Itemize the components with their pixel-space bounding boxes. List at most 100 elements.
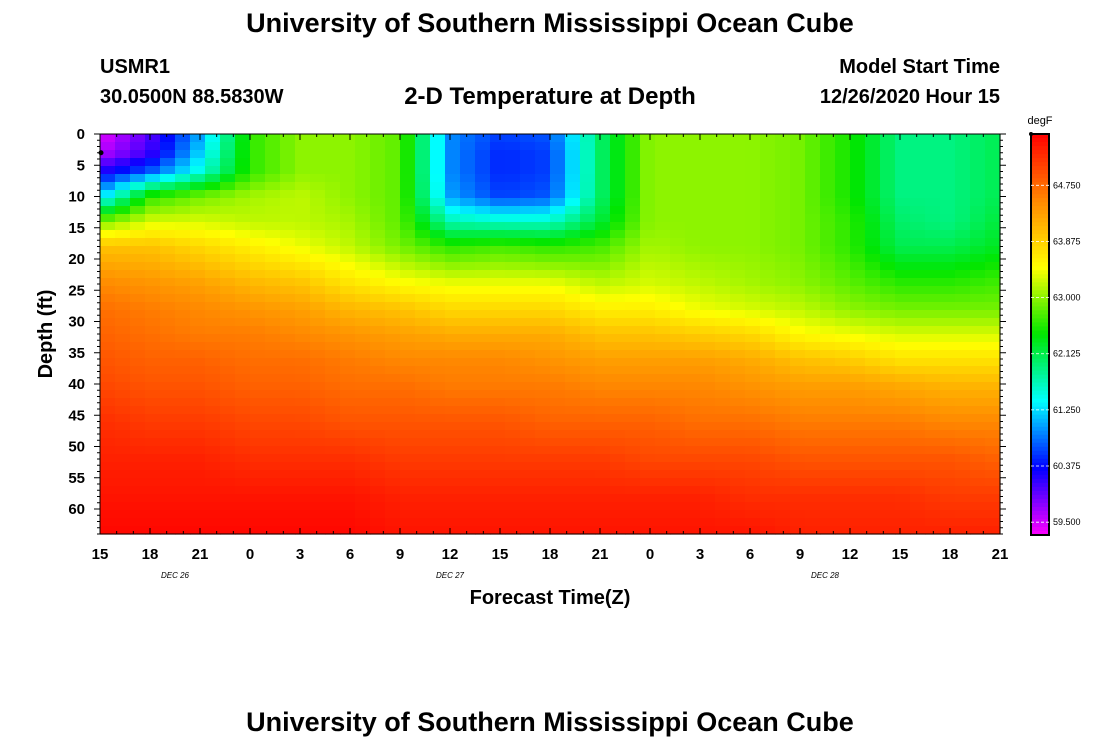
heatmap-cell xyxy=(685,294,701,303)
heatmap-cell xyxy=(700,502,716,511)
heatmap-cell xyxy=(595,382,611,391)
heatmap-cell xyxy=(685,526,701,535)
heatmap-cell xyxy=(970,478,986,487)
heatmap-cell xyxy=(325,390,341,399)
heatmap-cell xyxy=(370,166,386,175)
heatmap-cell xyxy=(820,214,836,223)
heatmap-cell xyxy=(580,166,596,175)
colorbar-segment xyxy=(1031,358,1049,364)
heatmap-cell xyxy=(955,238,971,247)
colorbar-segment xyxy=(1031,378,1049,384)
heatmap-cell xyxy=(910,326,926,335)
heatmap-cell xyxy=(640,246,656,255)
heatmap-cell xyxy=(505,294,521,303)
heatmap-cell xyxy=(895,158,911,167)
heatmap-cell xyxy=(160,518,176,527)
heatmap-cell xyxy=(610,334,626,343)
colorbar-segment xyxy=(1031,342,1049,348)
heatmap-cell xyxy=(265,414,281,423)
heatmap-cell xyxy=(820,414,836,423)
heatmap-cell xyxy=(160,270,176,279)
heatmap-cell xyxy=(130,150,146,159)
heatmap-cell xyxy=(775,238,791,247)
heatmap-cell xyxy=(370,238,386,247)
heatmap-cell xyxy=(115,166,131,175)
heatmap-cell xyxy=(205,198,221,207)
heatmap-cell xyxy=(700,374,716,383)
heatmap-cell xyxy=(745,470,761,479)
heatmap-cell xyxy=(970,166,986,175)
heatmap-cell xyxy=(415,526,431,535)
heatmap-cell xyxy=(490,334,506,343)
heatmap-cell xyxy=(520,318,536,327)
heatmap-cell xyxy=(460,326,476,335)
heatmap-cell xyxy=(850,406,866,415)
heatmap-cell xyxy=(385,198,401,207)
heatmap-cell xyxy=(775,518,791,527)
heatmap-cell xyxy=(865,246,881,255)
heatmap-cell xyxy=(835,238,851,247)
heatmap-cell xyxy=(985,238,1001,247)
heatmap-cell xyxy=(925,310,941,319)
heatmap-cell xyxy=(385,262,401,271)
heatmap-cell xyxy=(400,238,416,247)
heatmap-cell xyxy=(760,214,776,223)
heatmap-cell xyxy=(775,374,791,383)
heatmap-cell xyxy=(205,334,221,343)
heatmap-cell xyxy=(160,174,176,183)
heatmap-cell xyxy=(640,318,656,327)
heatmap-cell xyxy=(655,406,671,415)
heatmap-cell xyxy=(370,302,386,311)
heatmap-cell xyxy=(340,438,356,447)
heatmap-cell xyxy=(850,462,866,471)
heatmap-cell xyxy=(985,302,1001,311)
heatmap-cell xyxy=(460,214,476,223)
heatmap-cell xyxy=(625,182,641,191)
heatmap-cell xyxy=(535,134,551,143)
colorbar-segment xyxy=(1031,334,1049,340)
heatmap-cell xyxy=(475,134,491,143)
heatmap-cell xyxy=(955,222,971,231)
heatmap-cell xyxy=(850,286,866,295)
heatmap-cell xyxy=(280,350,296,359)
heatmap-cell xyxy=(970,414,986,423)
x-tick-label: 18 xyxy=(142,546,159,563)
heatmap-cell xyxy=(985,174,1001,183)
heatmap-cell xyxy=(580,502,596,511)
heatmap-cell xyxy=(355,462,371,471)
heatmap-cell xyxy=(475,230,491,239)
heatmap-cell xyxy=(535,446,551,455)
heatmap-cell xyxy=(640,198,656,207)
heatmap-cell xyxy=(490,166,506,175)
heatmap-cell xyxy=(115,478,131,487)
heatmap-cell xyxy=(790,526,806,535)
heatmap-cell xyxy=(235,198,251,207)
heatmap-cell xyxy=(520,366,536,375)
heatmap-cell xyxy=(520,134,536,143)
heatmap-cell xyxy=(730,494,746,503)
heatmap-cell xyxy=(700,198,716,207)
heatmap-cell xyxy=(100,478,116,487)
heatmap-cell xyxy=(640,398,656,407)
heatmap-cell xyxy=(400,334,416,343)
heatmap-cell xyxy=(625,454,641,463)
heatmap-cell xyxy=(925,358,941,367)
heatmap-cell xyxy=(655,166,671,175)
heatmap-cell xyxy=(625,494,641,503)
heatmap-cell xyxy=(520,518,536,527)
heatmap-cell xyxy=(400,374,416,383)
heatmap-cell xyxy=(370,310,386,319)
heatmap-cell xyxy=(460,278,476,287)
y-tick-label: 10 xyxy=(68,189,85,206)
heatmap-cell xyxy=(160,190,176,199)
heatmap-cell xyxy=(940,326,956,335)
heatmap-cell xyxy=(280,318,296,327)
heatmap-cell xyxy=(925,198,941,207)
heatmap-cell xyxy=(280,358,296,367)
heatmap-cell xyxy=(760,422,776,431)
heatmap-cell xyxy=(505,470,521,479)
heatmap-cell xyxy=(175,262,191,271)
heatmap-cell xyxy=(295,334,311,343)
heatmap-cell xyxy=(595,134,611,143)
heatmap-cell xyxy=(310,246,326,255)
